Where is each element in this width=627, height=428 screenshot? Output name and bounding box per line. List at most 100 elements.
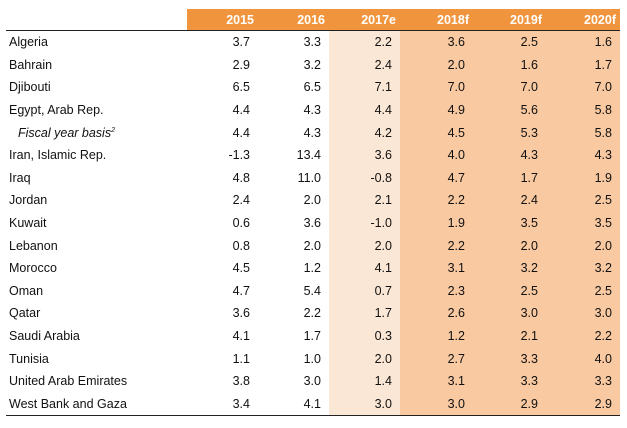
- value-cell-2015: 2.4: [232, 193, 250, 208]
- table-row: Iraq 4.8 11.0 -0.8 4.7 1.7 1.9: [6, 166, 620, 190]
- value-cell-2017e: 4.2: [329, 121, 400, 144]
- value-cell-2016: 4.1: [258, 392, 329, 417]
- country-name-cell: Morocco: [6, 257, 187, 280]
- value-cell-2016: 1.0: [303, 351, 321, 366]
- value-cell-2018f: 2.2: [400, 234, 473, 257]
- country-name-cell: Algeria: [6, 31, 187, 54]
- table-row: Tunisia 1.1 1.0 2.0 2.7 3.3 4.0: [6, 347, 620, 370]
- value-cell-2017e: 2.4: [329, 53, 400, 77]
- value-cell-2019f: 3.2: [473, 256, 546, 280]
- value-cell-2016: 4.3: [303, 125, 321, 140]
- country-name-cell: Bahrain: [6, 54, 187, 77]
- header-row: 2015 2016 2017e 2018f 2019f 2020f: [6, 9, 620, 31]
- growth-table-container: 2015 2016 2017e 2018f 2019f 2020f Algeri…: [6, 9, 620, 417]
- value-cell-2015: 4.4: [232, 103, 250, 118]
- value-cell-2020f: 7.0: [546, 76, 620, 99]
- value-cell-2018f: 7.0: [400, 76, 473, 99]
- country-name: Iraq: [9, 170, 31, 185]
- value-cell-2020f: 4.3: [546, 143, 620, 167]
- value-cell-2019f: 7.0: [473, 76, 546, 99]
- value-cell-2018f: 2.6: [400, 302, 473, 325]
- value-cell-2019f: 2.4: [473, 189, 546, 212]
- table-row: Jordan 2.4 2.0 2.1 2.2 2.4 2.5: [6, 189, 620, 212]
- value-cell-2016: 2.2: [303, 306, 321, 321]
- value-cell-2016: 13.4: [296, 148, 321, 163]
- value-cell-2019f: 3.5: [473, 211, 546, 235]
- header-blank-cell: [6, 9, 187, 31]
- value-cell-2017e: 0.7: [329, 279, 400, 303]
- value-cell-2017e: -1.0: [329, 211, 400, 235]
- value-cell-2019f: 5.6: [473, 98, 546, 122]
- value-cell-2019f: 2.1: [473, 324, 546, 348]
- value-cell-2017e: 2.0: [329, 347, 400, 370]
- value-cell-2018f: 4.7: [400, 166, 473, 190]
- value-cell-2015: 4.1: [232, 329, 250, 344]
- country-name: Oman: [9, 283, 44, 298]
- value-cell-2020f: 3.0: [546, 302, 620, 325]
- column-header-2015: 2015: [187, 9, 258, 31]
- country-name-cell: Saudi Arabia: [6, 325, 187, 348]
- table-row: Qatar 3.6 2.2 1.7 2.6 3.0 3.0: [6, 302, 620, 325]
- country-name: Djibouti: [9, 80, 51, 95]
- country-name: Fiscal year basis: [18, 125, 112, 140]
- value-cell-2018f: 4.9: [400, 98, 473, 122]
- value-cell-2019f: 4.3: [473, 143, 546, 167]
- country-name-cell: Qatar: [6, 302, 187, 325]
- value-cell-2017e: 3.6: [329, 143, 400, 167]
- value-cell-2017e: 2.1: [329, 189, 400, 212]
- country-name: Saudi Arabia: [9, 329, 80, 344]
- value-cell-2015: 1.1: [232, 351, 250, 366]
- value-cell-2020f: 1.9: [546, 166, 620, 190]
- value-cell-2016: 6.5: [303, 80, 321, 95]
- value-cell-2020f: 2.5: [546, 189, 620, 212]
- value-cell-2020f: 5.8: [546, 121, 620, 144]
- value-cell-2015: 2.9: [232, 57, 250, 72]
- country-name: Algeria: [9, 35, 48, 50]
- column-header-2016: 2016: [258, 9, 329, 31]
- value-cell-2015: 4.8: [232, 170, 250, 185]
- value-cell-2018f: 2.2: [400, 189, 473, 212]
- footnote-marker: 2: [111, 126, 115, 134]
- table-row: Lebanon 0.8 2.0 2.0 2.2 2.0 2.0: [6, 234, 620, 257]
- country-name: Lebanon: [9, 238, 58, 253]
- country-name: Jordan: [9, 193, 48, 208]
- table-row: Iran, Islamic Rep. -1.3 13.4 3.6 4.0 4.3 4.3: [6, 143, 620, 167]
- value-cell-2016: 3.6: [303, 216, 321, 231]
- country-name-cell: Lebanon: [6, 234, 187, 257]
- value-cell-2019f: 2.5: [473, 30, 546, 54]
- country-name-cell: Kuwait: [6, 212, 187, 235]
- country-name: West Bank and Gaza: [9, 396, 127, 411]
- table-row: Djibouti 6.5 6.5 7.1 7.0 7.0 7.0: [6, 76, 620, 99]
- value-cell-2017e: 4.4: [329, 98, 400, 122]
- value-cell-2016: 1.2: [303, 261, 321, 276]
- value-cell-2019f: 3.0: [473, 302, 546, 325]
- table-row: Algeria 3.7 3.3 2.2 3.6 2.5 1.6: [6, 30, 620, 54]
- value-cell-2015: 6.5: [232, 80, 250, 95]
- country-name-cell: Iran, Islamic Rep.: [6, 144, 187, 167]
- value-cell-2016: 1.7: [303, 329, 321, 344]
- value-cell-2017e: 2.2: [329, 30, 400, 54]
- country-name-cell: West Bank and Gaza: [6, 392, 187, 417]
- value-cell-2017e: 0.3: [329, 324, 400, 348]
- country-name-cell: United Arab Emirates: [6, 370, 187, 393]
- value-cell-2016: 5.4: [303, 283, 321, 298]
- value-cell-2020f: 5.8: [546, 98, 620, 122]
- value-cell-2020f: 2.2: [546, 324, 620, 348]
- country-name: Egypt, Arab Rep.: [9, 103, 104, 118]
- value-cell-2019f: 1.7: [473, 166, 546, 190]
- value-cell-2015: 3.4: [187, 392, 258, 417]
- value-cell-2015: 3.7: [232, 35, 250, 50]
- value-cell-2017e: 4.1: [329, 256, 400, 280]
- value-cell-2018f: 2.3: [400, 279, 473, 303]
- table-row: Saudi Arabia 4.1 1.7 0.3 1.2 2.1 2.2: [6, 324, 620, 348]
- country-name-cell: Fiscal year basis2: [6, 121, 187, 144]
- value-cell-2020f: 3.5: [546, 211, 620, 235]
- country-name: Morocco: [9, 261, 57, 276]
- column-header-2019f: 2019f: [473, 9, 546, 31]
- table-row: Morocco 4.5 1.2 4.1 3.1 3.2 3.2: [6, 256, 620, 280]
- value-cell-2016: 11.0: [297, 170, 321, 185]
- value-cell-2020f: 2.0: [546, 234, 620, 257]
- growth-table: 2015 2016 2017e 2018f 2019f 2020f Algeri…: [6, 9, 620, 417]
- table-row: Kuwait 0.6 3.6 -1.0 1.9 3.5 3.5: [6, 211, 620, 235]
- value-cell-2015: -1.3: [228, 148, 250, 163]
